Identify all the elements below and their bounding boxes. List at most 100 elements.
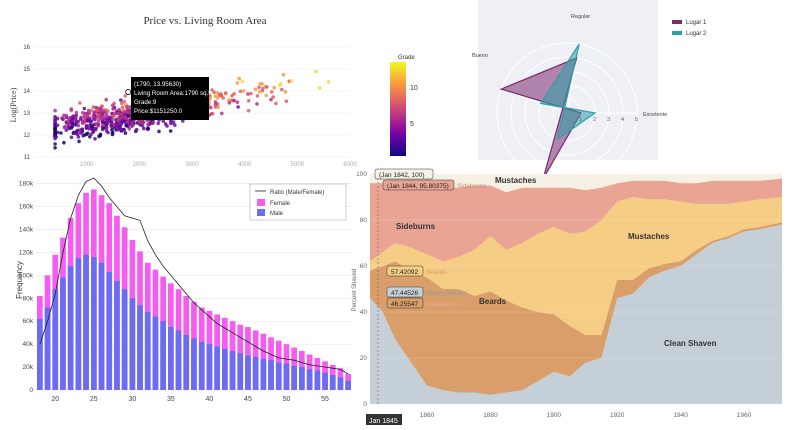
scatter-point xyxy=(246,92,250,96)
scatter-point xyxy=(93,117,97,122)
scatter-point xyxy=(257,85,261,90)
scatter-point xyxy=(85,131,90,136)
scatter-point xyxy=(227,101,232,105)
scatter-point xyxy=(89,132,93,137)
ratio-line xyxy=(39,177,349,375)
bar-ytick: 120k xyxy=(19,249,34,256)
scatter-point xyxy=(255,94,260,98)
scatter-point xyxy=(161,119,166,123)
area-xtick: 1920 xyxy=(610,412,625,419)
scatter-point xyxy=(104,123,109,128)
scatter-point xyxy=(156,121,160,126)
scatter-point xyxy=(246,99,251,103)
scatter-point xyxy=(274,101,278,106)
scatter-point xyxy=(117,127,122,132)
bar-male xyxy=(144,312,151,390)
bar-male xyxy=(260,359,267,390)
bar-male xyxy=(222,348,228,390)
scatter-point xyxy=(271,95,275,99)
scatter-yticks: 11 12 13 14 15 16 xyxy=(23,45,30,161)
scatter-point xyxy=(235,81,240,85)
scatter-point xyxy=(249,91,253,96)
area-layer-beards xyxy=(370,222,782,395)
area-ytick: 100 xyxy=(356,171,367,178)
scatter-xtick: 4000 xyxy=(238,162,252,168)
bar-male xyxy=(299,367,305,390)
scatter-point xyxy=(110,103,115,108)
scatter-ytick: 12 xyxy=(23,133,30,139)
area-tooltip-5: 46.25547 xyxy=(391,301,418,308)
scatter-point xyxy=(116,119,120,123)
bar-male xyxy=(322,372,328,390)
area-ytick: 0 xyxy=(363,401,367,408)
colorbar xyxy=(390,62,406,156)
area-xtick: 1960 xyxy=(737,412,752,419)
radar-radial-tick: 4 xyxy=(621,117,624,123)
radar-spoke xyxy=(501,88,568,114)
scatter-point xyxy=(236,105,240,109)
bar-legend-female: Female xyxy=(270,201,291,207)
scatter-point xyxy=(104,129,109,133)
bar-ytick: 80k xyxy=(23,295,34,302)
radar-legend-label-2[interactable]: Lugar 2 xyxy=(686,31,707,37)
bar-male xyxy=(91,257,97,390)
bar-male xyxy=(183,335,190,390)
scatter-point xyxy=(106,109,110,114)
radar-series-2 xyxy=(539,43,597,141)
scatter-point xyxy=(277,83,282,88)
scatter-point xyxy=(53,115,57,119)
bar-male xyxy=(283,363,290,390)
area-x-hover-box xyxy=(366,414,402,425)
scatter-point xyxy=(314,69,319,74)
bar-yticks: 0 20k 40k 60k 80k 100k 120k 140k 160k 180k xyxy=(19,181,34,394)
scatter-point xyxy=(93,110,97,114)
radar-radial-tick: 1 xyxy=(579,117,582,123)
scatter-point xyxy=(146,127,151,131)
scatter-point xyxy=(240,79,245,84)
scatter-point xyxy=(109,123,114,127)
bar-legend-male-swatch xyxy=(257,209,265,216)
scatter-point xyxy=(116,111,121,116)
scatter-xtick: 1000 xyxy=(80,162,94,168)
bar-panel: Frequency 0 20k 40k 60k 80k 100k 120k 140k 160k 1… xyxy=(15,177,352,403)
scatter-point xyxy=(87,126,92,131)
area-layer-sideburns xyxy=(370,178,782,262)
scatter-ytick: 15 xyxy=(23,67,30,73)
bar-male xyxy=(198,341,205,390)
bar-male xyxy=(106,272,113,390)
scatter-point xyxy=(87,111,91,116)
scatter-point xyxy=(210,111,215,116)
scatter-point xyxy=(232,98,236,103)
scatter-point xyxy=(76,123,81,128)
scatter-point xyxy=(111,107,115,111)
bar-male xyxy=(214,346,220,390)
scatter-point xyxy=(69,119,74,123)
scatter-point xyxy=(96,112,100,117)
scatter-point xyxy=(237,76,241,81)
bar-bars xyxy=(37,189,351,390)
bar-xtick: 30 xyxy=(128,396,136,403)
bar-legend-ratio: Ratio (Male/Female) xyxy=(270,190,324,196)
scatter-point xyxy=(258,89,262,94)
bar-male xyxy=(137,305,143,390)
scatter-point xyxy=(55,123,60,128)
radar-axis-excelente: Excelente xyxy=(643,112,667,118)
scatter-point xyxy=(101,123,105,128)
bar-male xyxy=(60,277,66,390)
area-tooltip-3-series: Beards xyxy=(426,269,447,276)
scatter-point xyxy=(64,128,69,132)
scatter-point xyxy=(102,114,106,119)
radar-legend-swatch-2 xyxy=(672,31,682,35)
scatter-point xyxy=(213,105,218,109)
area-ylabel: Percent Shaved xyxy=(352,269,358,312)
bar-xtick: 50 xyxy=(283,396,291,403)
area-yticks: 0 20 40 60 80 100 xyxy=(356,171,367,408)
bar-male xyxy=(206,344,213,390)
area-tooltips: (Jan 1842, 100) (Jan 1844, 95.80375) Sid… xyxy=(366,168,487,425)
scatter-point xyxy=(74,121,78,126)
scatter-point xyxy=(232,92,236,96)
scatter-point xyxy=(71,116,76,120)
scatter-point xyxy=(146,122,150,126)
bar-legend-male: Male xyxy=(270,211,284,217)
radar-legend-label-1[interactable]: Lugar 1 xyxy=(686,20,707,26)
